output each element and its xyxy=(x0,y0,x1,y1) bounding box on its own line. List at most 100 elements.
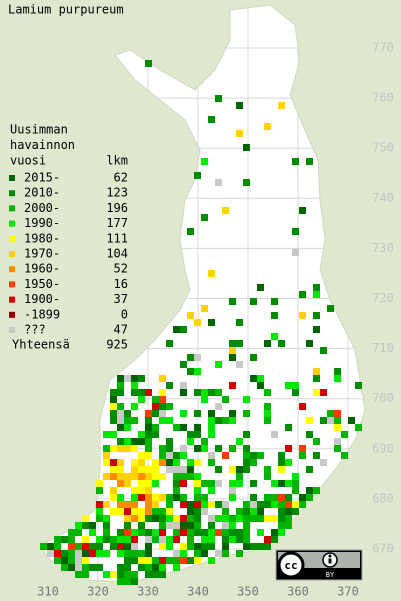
occurrence-square xyxy=(138,564,145,571)
occurrence-square xyxy=(292,158,299,165)
occurrence-square xyxy=(215,529,222,536)
occurrence-square xyxy=(159,375,166,382)
occurrence-square xyxy=(138,557,145,564)
occurrence-square xyxy=(173,536,180,543)
occurrence-square xyxy=(124,564,131,571)
occurrence-square xyxy=(180,515,187,522)
occurrence-square xyxy=(299,207,306,214)
occurrence-square xyxy=(194,557,201,564)
occurrence-square xyxy=(243,459,250,466)
occurrence-square xyxy=(278,340,285,347)
occurrence-square xyxy=(306,431,313,438)
occurrence-square xyxy=(47,543,54,550)
occurrence-square xyxy=(194,410,201,417)
occurrence-square xyxy=(215,501,222,508)
occurrence-square xyxy=(138,466,145,473)
occurrence-square xyxy=(278,452,285,459)
occurrence-square xyxy=(355,382,362,389)
occurrence-square xyxy=(222,508,229,515)
occurrence-square xyxy=(145,501,152,508)
occurrence-square xyxy=(96,487,103,494)
occurrence-square xyxy=(180,466,187,473)
occurrence-square xyxy=(96,480,103,487)
occurrence-square xyxy=(180,326,187,333)
occurrence-square xyxy=(131,529,138,536)
legend-count: 37 xyxy=(114,292,128,306)
occurrence-square xyxy=(278,508,285,515)
occurrence-square xyxy=(68,529,75,536)
occurrence-square xyxy=(166,515,173,522)
occurrence-square xyxy=(82,543,89,550)
occurrence-square xyxy=(103,515,110,522)
occurrence-square xyxy=(250,515,257,522)
occurrence-square xyxy=(180,501,187,508)
occurrence-square xyxy=(166,403,173,410)
occurrence-square xyxy=(152,529,159,536)
occurrence-square xyxy=(166,522,173,529)
occurrence-square xyxy=(117,550,124,557)
y-axis-label: 710 xyxy=(372,341,394,355)
occurrence-square xyxy=(278,515,285,522)
occurrence-square xyxy=(187,515,194,522)
occurrence-square xyxy=(243,508,250,515)
occurrence-square xyxy=(138,452,145,459)
occurrence-square xyxy=(117,501,124,508)
occurrence-square xyxy=(215,95,222,102)
occurrence-square xyxy=(173,550,180,557)
occurrence-square xyxy=(110,445,117,452)
occurrence-square xyxy=(285,424,292,431)
occurrence-square xyxy=(68,550,75,557)
occurrence-square xyxy=(292,501,299,508)
occurrence-square xyxy=(110,536,117,543)
occurrence-square xyxy=(131,382,138,389)
occurrence-square xyxy=(264,543,271,550)
occurrence-square xyxy=(131,459,138,466)
occurrence-square xyxy=(166,382,173,389)
occurrence-square xyxy=(236,515,243,522)
occurrence-square xyxy=(208,543,215,550)
occurrence-square xyxy=(243,410,250,417)
occurrence-square xyxy=(103,522,110,529)
occurrence-square xyxy=(131,473,138,480)
legend-swatch xyxy=(9,266,15,273)
occurrence-square xyxy=(173,459,180,466)
occurrence-square xyxy=(257,543,264,550)
occurrence-square xyxy=(152,557,159,564)
occurrence-square xyxy=(110,508,117,515)
occurrence-square xyxy=(117,508,124,515)
occurrence-square xyxy=(75,557,82,564)
occurrence-square xyxy=(194,445,201,452)
occurrence-square xyxy=(222,550,229,557)
occurrence-square xyxy=(131,438,138,445)
occurrence-square xyxy=(264,501,271,508)
legend-count: 123 xyxy=(106,186,128,200)
occurrence-square xyxy=(159,536,166,543)
occurrence-square xyxy=(194,368,201,375)
occurrence-square xyxy=(166,557,173,564)
occurrence-square xyxy=(75,564,82,571)
occurrence-square xyxy=(96,501,103,508)
occurrence-square xyxy=(180,410,187,417)
occurrence-square xyxy=(145,536,152,543)
occurrence-square xyxy=(215,389,222,396)
occurrence-square xyxy=(117,480,124,487)
occurrence-square xyxy=(299,291,306,298)
occurrence-square xyxy=(236,466,243,473)
by-icon-head xyxy=(328,554,332,558)
occurrence-square xyxy=(278,466,285,473)
occurrence-square xyxy=(187,557,194,564)
legend-count: 0 xyxy=(121,307,128,321)
occurrence-square xyxy=(152,424,159,431)
occurrence-square xyxy=(229,410,236,417)
occurrence-square xyxy=(152,473,159,480)
occurrence-square xyxy=(313,375,320,382)
occurrence-square xyxy=(131,578,138,585)
occurrence-square xyxy=(229,515,236,522)
occurrence-square xyxy=(334,368,341,375)
occurrence-square xyxy=(222,529,229,536)
occurrence-square xyxy=(138,473,145,480)
occurrence-square xyxy=(82,515,89,522)
occurrence-square xyxy=(159,529,166,536)
occurrence-square xyxy=(159,410,166,417)
occurrence-square xyxy=(194,494,201,501)
